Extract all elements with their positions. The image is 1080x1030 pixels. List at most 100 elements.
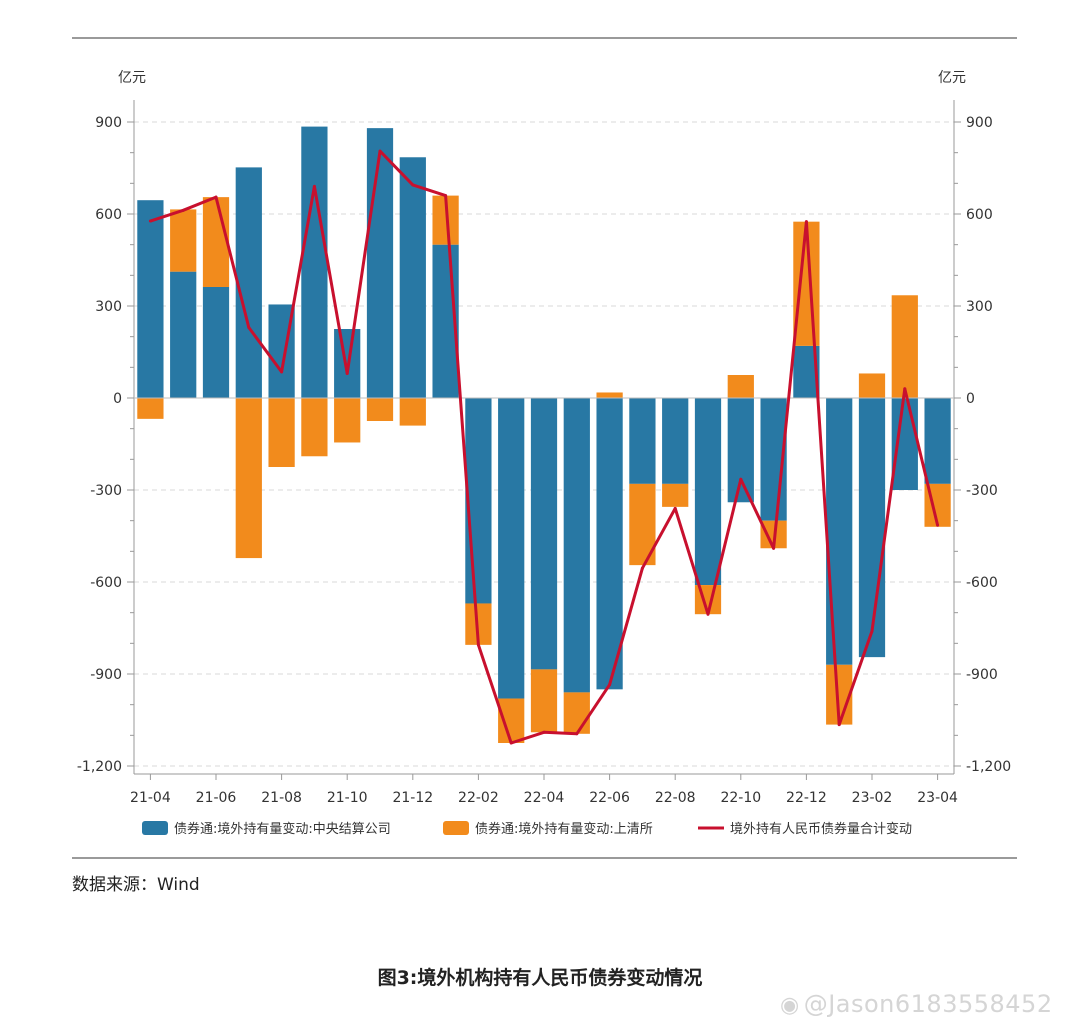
- right-y-tick-label: -300: [966, 483, 998, 499]
- x-tick-label: 23-02: [852, 790, 893, 806]
- total-change-point: [378, 149, 382, 153]
- left-y-tick-label: 0: [113, 391, 122, 407]
- bar-segment-shch: [662, 483, 689, 507]
- bar-segment-shch: [399, 398, 426, 426]
- total-change-point: [706, 612, 710, 616]
- left-y-tick-label: -600: [90, 575, 122, 591]
- total-change-point: [345, 371, 349, 375]
- total-change-point: [903, 387, 907, 391]
- x-tick-label: 21-12: [392, 790, 433, 806]
- bar-segment-csdc: [891, 398, 918, 490]
- x-tick-label: 22-04: [524, 790, 565, 806]
- x-tick-label: 21-10: [327, 790, 368, 806]
- left-y-tick-label: 600: [95, 207, 122, 223]
- total-change-point: [575, 732, 579, 736]
- right-y-tick-label: -600: [966, 575, 998, 591]
- legend-item: 境外持有人民币债券量合计变动: [698, 821, 912, 837]
- right-y-tick-label: -900: [966, 667, 998, 683]
- x-tick-label: 22-08: [655, 790, 696, 806]
- x-tick-label: 22-06: [589, 790, 630, 806]
- legend-swatch: [443, 821, 469, 835]
- bar-segment-csdc: [924, 398, 951, 484]
- left-y-tick-label: -1,200: [77, 759, 122, 775]
- bar-segment-shch: [137, 398, 164, 419]
- bar-segment-shch: [727, 375, 754, 398]
- bar-segment-shch: [563, 692, 590, 734]
- bar-segment-csdc: [202, 286, 230, 398]
- bar-segment-csdc: [596, 398, 623, 690]
- total-change-point: [837, 723, 841, 727]
- bar-segment-csdc: [563, 398, 590, 693]
- bar-segment-csdc: [858, 398, 886, 658]
- x-tick-label: 23-04: [917, 790, 958, 806]
- left-y-tick-label: -300: [90, 483, 122, 499]
- x-tick-label: 22-12: [786, 790, 827, 806]
- bar-segment-shch: [498, 698, 525, 743]
- watermark-text: @Jason6183558452: [803, 990, 1053, 1018]
- x-tick-label: 22-02: [458, 790, 499, 806]
- legend-label: 债券通:境外持有量变动:中央结算公司: [174, 821, 391, 837]
- bar-segment-csdc: [170, 271, 197, 398]
- total-change-point: [444, 194, 448, 198]
- source-note: 数据来源：Wind: [72, 875, 200, 895]
- total-change-point: [673, 506, 677, 510]
- bar-segment-csdc: [465, 398, 492, 604]
- figure-caption: 图3:境外机构持有人民币债券变动情况: [377, 967, 703, 989]
- total-change-point: [312, 184, 316, 188]
- x-tick-label: 22-10: [720, 790, 761, 806]
- legend-item: 债券通:境外持有量变动:中央结算公司: [142, 821, 391, 837]
- bottom-rule: [72, 857, 1017, 859]
- bar-segment-shch: [301, 398, 328, 457]
- bar-segment-csdc: [662, 398, 689, 484]
- legend-label: 境外持有人民币债券量合计变动: [730, 821, 912, 837]
- bar-segment-shch: [366, 398, 394, 421]
- total-change-point: [411, 183, 415, 187]
- top-rule: [72, 37, 1017, 39]
- bar-segment-shch: [596, 392, 623, 398]
- right-y-tick-label: 900: [966, 115, 993, 131]
- total-change-point: [804, 220, 808, 224]
- bar-segment-csdc: [629, 398, 656, 484]
- total-change-point: [739, 477, 743, 481]
- bar-segment-shch: [334, 398, 361, 443]
- right-y-tick-label: -1,200: [966, 759, 1011, 775]
- x-tick-label: 21-04: [130, 790, 171, 806]
- legend: 债券通:境外持有量变动:中央结算公司 债券通:境外持有量变动:上清所 境外持有人民币…: [142, 821, 912, 837]
- left-y-tick-label: 900: [95, 115, 122, 131]
- bar-segment-csdc: [137, 200, 164, 398]
- total-change-point: [280, 370, 284, 374]
- bar-segment-csdc: [498, 398, 525, 699]
- x-tick-label: 21-06: [196, 790, 237, 806]
- right-y-tick-label: 600: [966, 207, 993, 223]
- bar-segment-shch: [268, 398, 295, 467]
- left-y-tick-label: -900: [90, 667, 122, 683]
- bar-segment-csdc: [530, 398, 558, 670]
- bar-segment-shch: [170, 209, 197, 272]
- watermark: ◉ @Jason6183558452: [780, 990, 1053, 1018]
- right-axis-unit: 亿元: [938, 70, 966, 86]
- total-change-point: [542, 730, 546, 734]
- total-change-point: [772, 546, 776, 550]
- x-tick-label: 21-08: [261, 790, 302, 806]
- legend-label: 债券通:境外持有量变动:上清所: [475, 821, 653, 837]
- right-y-tick-label: 0: [966, 391, 975, 407]
- bar-segment-csdc: [694, 398, 722, 586]
- legend-item: 债券通:境外持有量变动:上清所: [443, 821, 653, 837]
- total-change-point: [181, 208, 185, 212]
- total-change-point: [214, 195, 218, 199]
- legend-swatch: [142, 821, 168, 835]
- bar-segment-shch: [235, 398, 262, 559]
- total-change-point: [148, 219, 152, 223]
- bar-segment-shch: [858, 373, 886, 398]
- total-change-point: [870, 629, 874, 633]
- total-change-point: [509, 741, 513, 745]
- bar-segment-csdc: [826, 398, 853, 665]
- left-axis-unit: 亿元: [118, 70, 146, 86]
- right-y-tick-label: 300: [966, 299, 993, 315]
- total-change-point: [608, 683, 612, 687]
- bar-segment-shch: [202, 197, 230, 287]
- total-change-point: [247, 325, 251, 329]
- total-change-point: [640, 566, 644, 570]
- bar-segment-csdc: [366, 128, 394, 398]
- total-change-point: [476, 643, 480, 647]
